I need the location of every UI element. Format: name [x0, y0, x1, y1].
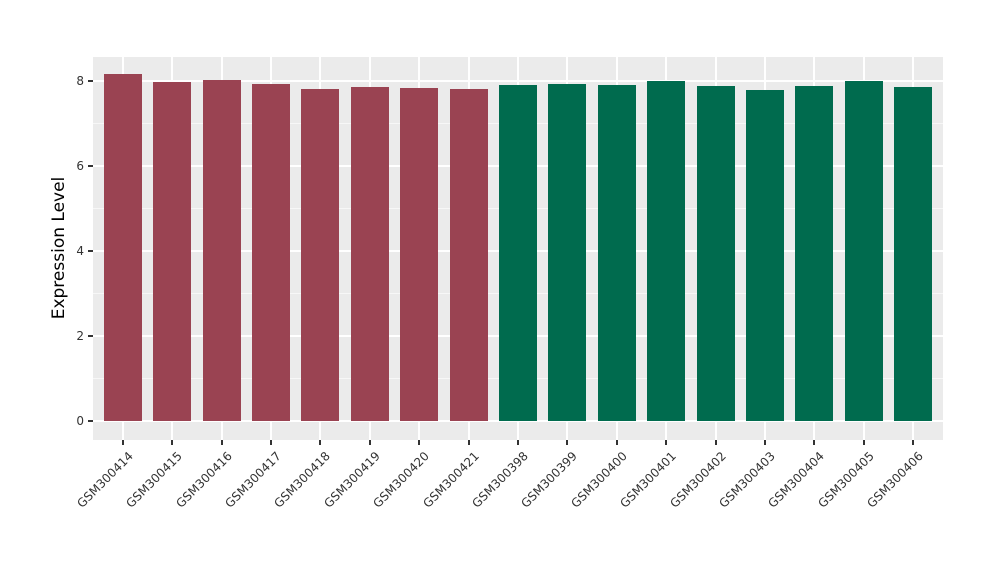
bar-GSM300415: [153, 82, 192, 421]
x-axis-tick: [714, 440, 717, 445]
bar-GSM300421: [449, 88, 488, 421]
bar-GSM300400: [597, 84, 636, 421]
y-axis-tick-label: 6: [76, 159, 84, 174]
bar-GSM300406: [894, 86, 933, 421]
bar-GSM300401: [647, 80, 686, 421]
x-axis-tick: [171, 440, 174, 445]
y-axis-tick-label: 2: [76, 329, 84, 344]
y-axis-tick: [88, 420, 93, 422]
x-axis-tick: [467, 440, 470, 445]
x-axis-tick: [862, 440, 865, 445]
bar-GSM300405: [844, 81, 883, 421]
y-axis-tick-label: 8: [76, 74, 84, 89]
x-axis-tick: [319, 440, 322, 445]
y-axis-tick: [88, 335, 93, 338]
bar-GSM300414: [103, 74, 142, 421]
x-axis-tick: [813, 440, 816, 445]
y-axis-tick-label: 0: [76, 414, 84, 428]
x-axis-tick: [912, 440, 915, 445]
bar-GSM300419: [350, 87, 389, 421]
x-axis-tick: [270, 440, 272, 445]
bar-GSM300418: [301, 88, 340, 421]
y-axis-tick: [88, 165, 93, 168]
plot-panel: [93, 57, 943, 440]
bar-GSM300417: [252, 84, 290, 421]
bar-GSM300403: [746, 90, 784, 421]
bar-GSM300420: [400, 88, 439, 421]
x-axis-tick: [368, 440, 371, 445]
x-axis-tick: [418, 440, 421, 445]
x-axis-tick: [615, 440, 618, 445]
x-axis-tick: [665, 440, 668, 445]
bar-GSM300398: [499, 84, 537, 421]
y-axis-tick: [88, 250, 93, 253]
x-axis-tick: [517, 440, 519, 445]
x-axis-tick: [220, 440, 223, 445]
x-axis-tick: [121, 440, 124, 445]
bar-GSM300416: [202, 80, 241, 421]
bar-GSM300402: [696, 85, 735, 421]
x-axis-tick: [566, 440, 569, 445]
bar-GSM300404: [795, 85, 834, 421]
x-axis-tick: [764, 440, 766, 445]
bar-GSM300399: [548, 83, 587, 421]
y-axis-tick-label: 4: [76, 244, 84, 259]
y-axis-tick: [88, 80, 93, 83]
